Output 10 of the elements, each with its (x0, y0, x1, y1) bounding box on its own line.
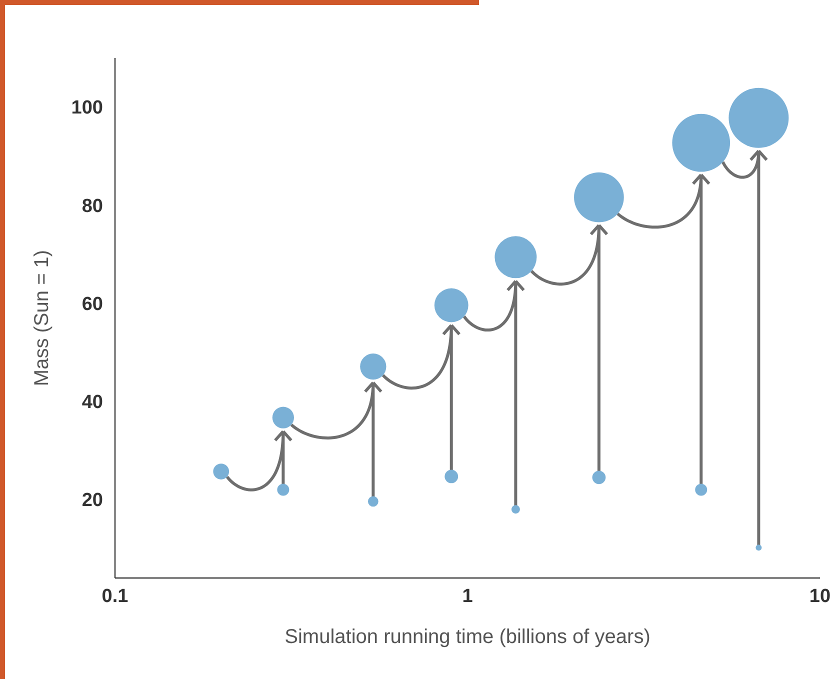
x-tick-label: 10 (809, 586, 831, 607)
y-tick-label: 60 (82, 294, 103, 315)
y-tick-label: 80 (82, 196, 103, 217)
x-tick-label: 1 (462, 586, 474, 607)
y-tick-label: 20 (82, 490, 103, 512)
x-tick-label: 0.1 (102, 586, 129, 607)
y-axis-title: Mass (Sun = 1) (31, 250, 53, 386)
y-tick-label: 100 (71, 98, 103, 119)
y-tick-label: 40 (82, 392, 103, 414)
x-axis-title: Simulation running time (billions of years) (284, 626, 650, 648)
